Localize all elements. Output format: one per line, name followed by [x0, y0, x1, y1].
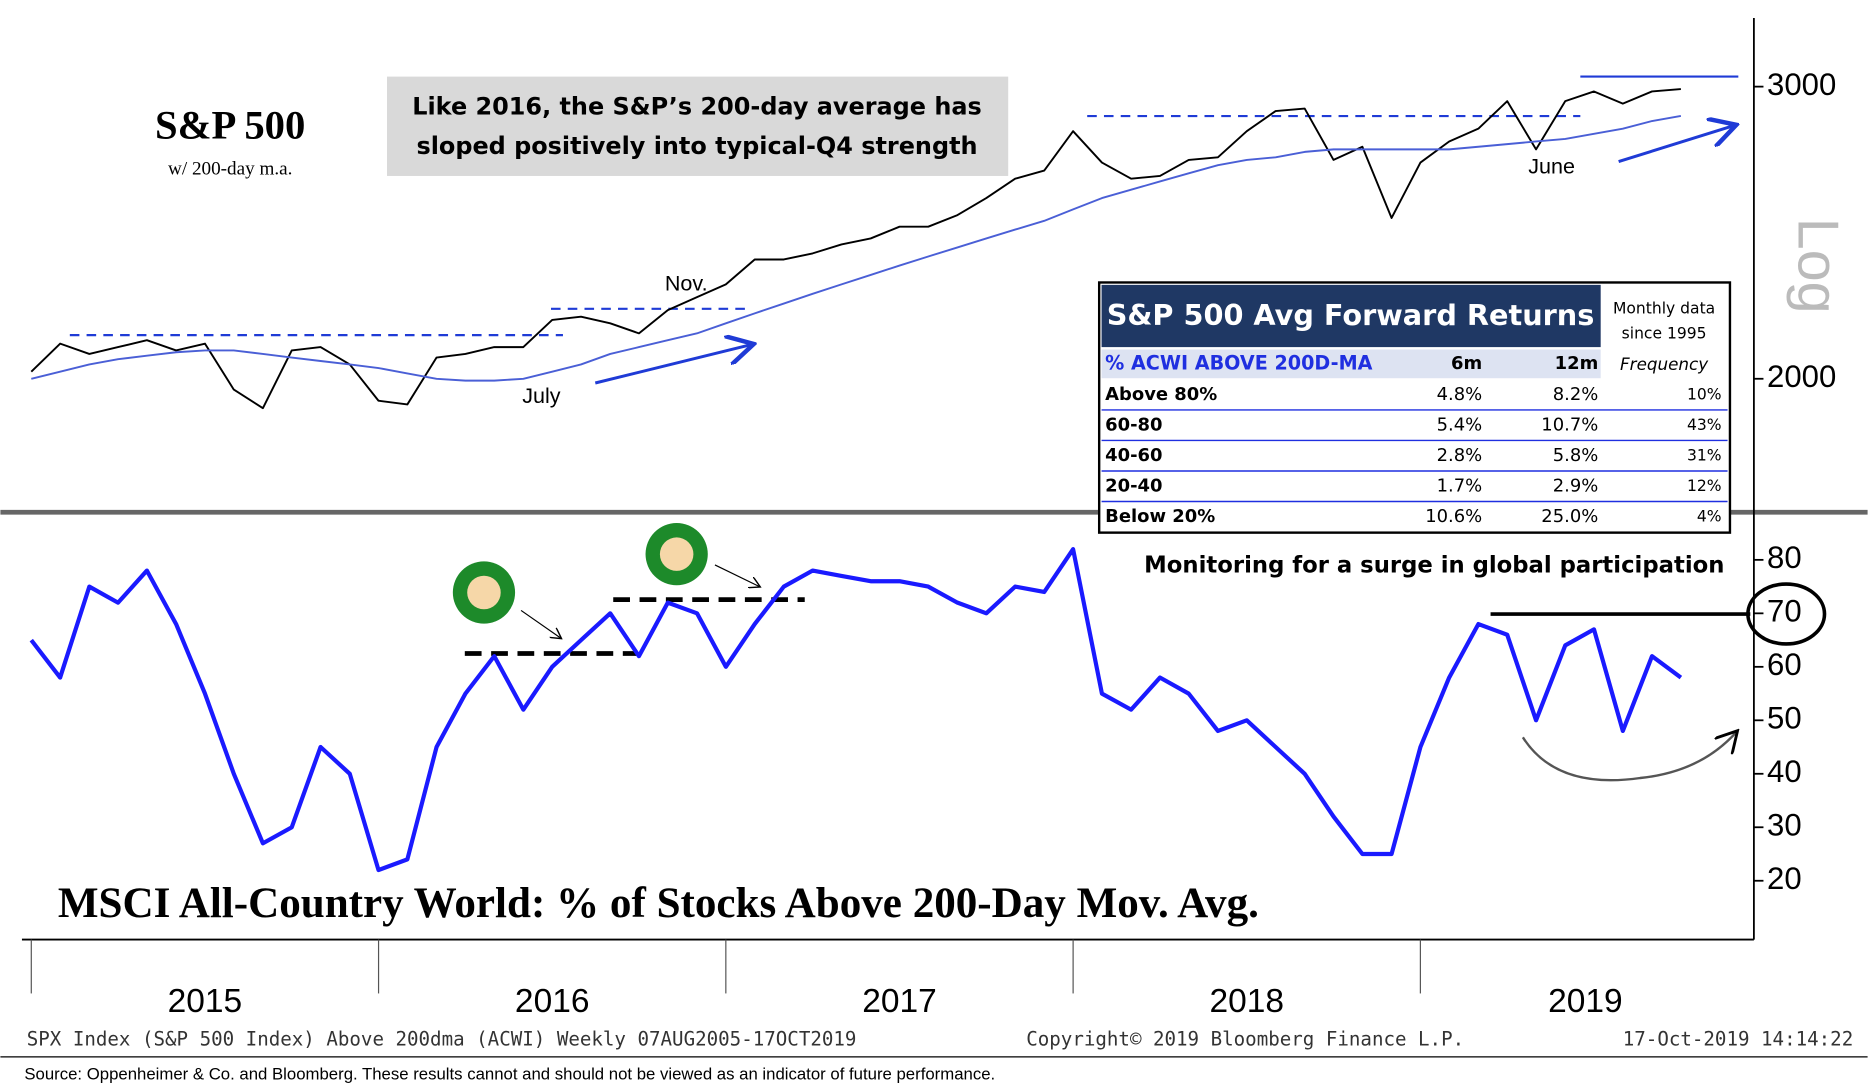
- y-tick-label: 60: [1767, 647, 1802, 682]
- table-cell: 1.7%: [1437, 476, 1483, 497]
- column-header: % ACWI ABOVE 200D-MA: [1105, 351, 1373, 374]
- footer-right: 17-Oct-2019 14:14:22: [1623, 1028, 1853, 1051]
- column-header: 6m: [1451, 353, 1482, 374]
- table-cell: 43%: [1687, 416, 1722, 434]
- y-tick-label: 40: [1767, 754, 1802, 789]
- chart-subtitle: w/ 200-day m.a.: [168, 158, 292, 179]
- series-line: [29, 547, 1683, 873]
- column-header: Frequency: [1620, 354, 1709, 374]
- table-note: since 1995: [1622, 324, 1707, 342]
- y-tick-label: 50: [1767, 701, 1802, 736]
- y-tick-label: 2000: [1767, 359, 1836, 394]
- table-title: S&P 500 Avg Forward Returns: [1107, 298, 1595, 332]
- series-line: [31, 115, 1682, 382]
- chart-title: S&P 500: [155, 103, 305, 148]
- y-tick-label: 3000: [1767, 67, 1836, 102]
- table-cell: Above 80%: [1105, 384, 1217, 405]
- table-cell: 31%: [1687, 447, 1722, 465]
- table-cell: 10%: [1687, 385, 1722, 403]
- y-tick-label: 20: [1767, 861, 1802, 896]
- annotation: Monitoring for a surge in global partici…: [1144, 553, 1724, 579]
- table-cell: 5.8%: [1553, 445, 1599, 466]
- log-label: Log: [1786, 218, 1850, 314]
- callout: sloped positively into typical-Q4 streng…: [416, 132, 977, 160]
- x-tick-label: 2015: [168, 983, 243, 1020]
- x-tick-label: 2016: [515, 983, 590, 1020]
- x-tick-label: 2018: [1209, 983, 1284, 1020]
- footer-middle: Copyright© 2019 Bloomberg Finance L.P.: [1026, 1028, 1464, 1051]
- guides: [69, 75, 1739, 385]
- returns-table: S&P 500 Avg Forward Returns Monthly data…: [1097, 281, 1732, 534]
- x-tick-label: 2019: [1548, 983, 1623, 1020]
- table-cell: 2.8%: [1437, 445, 1483, 466]
- y-tick-label: 70: [1767, 594, 1802, 629]
- table-cell: 10.7%: [1541, 415, 1598, 436]
- chart-title: MSCI All-Country World: % of Stocks Abov…: [58, 880, 1259, 927]
- annotation: June: [1528, 154, 1575, 178]
- table-cell: 10.6%: [1425, 506, 1482, 527]
- guides: [452, 523, 1827, 782]
- table-cell: 12%: [1687, 477, 1722, 495]
- table-subheader: [1101, 349, 1601, 379]
- table-cell: 4.8%: [1437, 384, 1483, 405]
- source: Source: Oppenheimer & Co. and Bloomberg.…: [24, 1064, 995, 1083]
- table-note: Monthly data: [1613, 299, 1715, 317]
- callout: Like 2016, the S&P’s 200-day average has: [412, 93, 982, 121]
- annotation: Nov.: [665, 272, 708, 296]
- x-tick-label: 2017: [862, 983, 937, 1020]
- table-cell: 40-60: [1105, 445, 1162, 466]
- annotation: July: [522, 384, 561, 408]
- table-cell: 5.4%: [1437, 415, 1483, 436]
- table-header: [1101, 284, 1601, 348]
- table-cell: Below 20%: [1105, 506, 1215, 527]
- callout-box: [387, 76, 1009, 176]
- table-cell: 4%: [1697, 508, 1722, 526]
- column-header: 12m: [1555, 353, 1599, 374]
- y-tick-label: 80: [1767, 540, 1802, 575]
- table-cell: 20-40: [1105, 476, 1162, 497]
- table-cell: 2.9%: [1553, 476, 1599, 497]
- footer-left: SPX Index (S&P 500 Index) Above 200dma (…: [27, 1028, 857, 1051]
- table-cell: 8.2%: [1553, 384, 1599, 405]
- y-tick-label: 30: [1767, 807, 1802, 842]
- table-cell: 60-80: [1105, 415, 1162, 436]
- series-line: [30, 88, 1681, 410]
- table-cell: 25.0%: [1541, 506, 1598, 527]
